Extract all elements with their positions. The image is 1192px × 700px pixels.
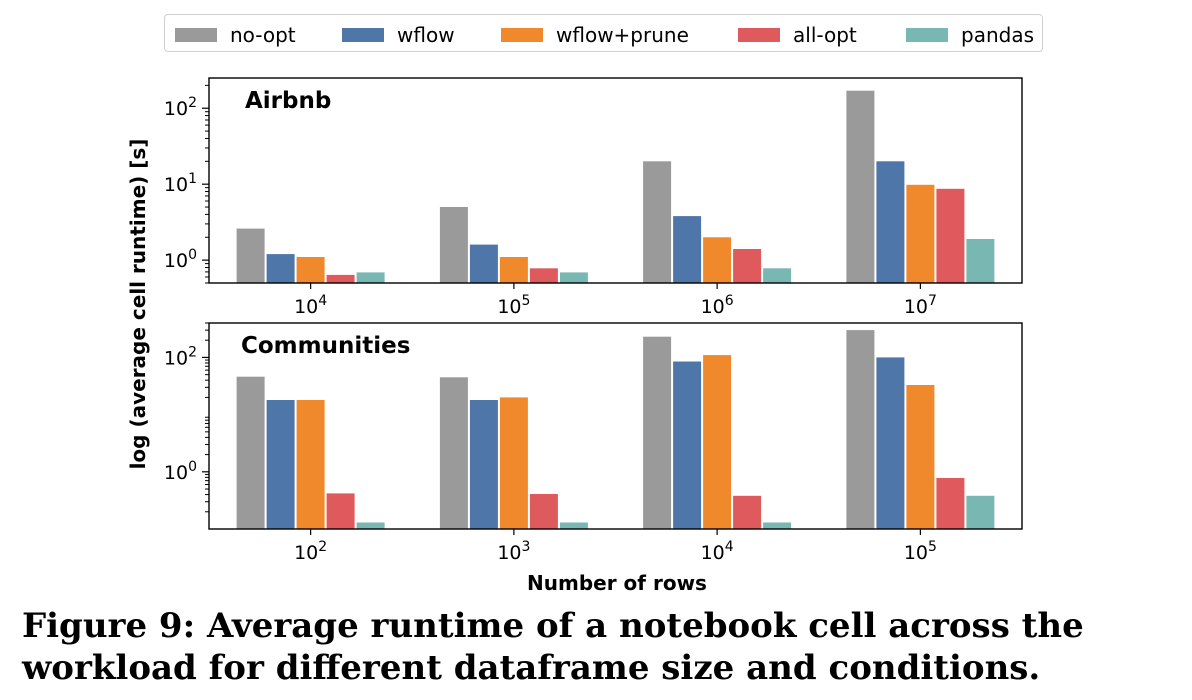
panel-title: Airbnb [245,88,331,114]
bar-wflow [876,357,905,529]
x-tick-label: 104 [294,293,327,318]
x-tick-label: 104 [701,539,734,564]
bar-pandas [763,522,792,529]
legend-swatch [738,28,780,42]
bar-wflow-prune [906,385,935,529]
panel-title: Communities [241,333,410,359]
bar-wflow [469,400,498,529]
panel-airbnb: 104 105 106 107 100 101 102 Airbnb [164,77,1023,318]
x-tick-label: 103 [497,539,530,564]
bar-wflow [876,161,905,283]
legend-label: pandas [961,23,1034,47]
legend-swatch [175,28,217,42]
bar-pandas [966,239,995,283]
bar-wflow-prune [703,237,732,283]
bar-all-opt [529,494,558,529]
panel-communities: 102 103 104 105 100 102 Communities [164,322,1023,564]
plot-frame [208,77,1023,284]
bar-no-opt [439,207,468,283]
bar-pandas [559,272,588,283]
x-tick-label: 102 [294,539,327,564]
legend-label: wflow [397,23,455,47]
bar-wflow-prune [296,400,325,529]
bar-pandas [763,268,792,283]
x-tick-label: 105 [497,293,530,318]
bar-pandas [356,272,385,283]
bar-no-opt [236,228,265,283]
figure-caption: Figure 9: Average runtime of a notebook … [22,606,1084,688]
y-tick-label: 102 [164,344,197,369]
bar-wflow-prune [499,397,528,529]
bar-all-opt [733,495,762,529]
bar-wflow [673,216,702,283]
bar-no-opt [846,90,875,283]
bar-all-opt [733,249,762,283]
bar-all-opt [326,493,355,529]
legend-label: wflow+prune [556,23,689,47]
legend: no-opt wflow wflow+prune all-opt pandas [164,14,1043,52]
x-tick-label: 107 [904,293,937,318]
legend-swatch [906,28,948,42]
bar-wflow [266,400,295,529]
y-tick-label: 100 [164,247,197,272]
y-tick-label: 101 [164,171,197,196]
legend-swatch [501,28,543,42]
bar-no-opt [439,377,468,529]
bar-wflow-prune [906,184,935,283]
legend-swatch [342,28,384,42]
bar-wflow [266,254,295,283]
bar-wflow-prune [296,257,325,283]
bar-pandas [966,495,995,529]
bar-pandas [559,522,588,529]
bar-no-opt [643,161,672,283]
bar-all-opt [936,478,965,529]
bar-no-opt [236,376,265,529]
plot-frame [208,322,1023,530]
bar-wflow-prune [703,355,732,529]
bar-all-opt [326,274,355,283]
x-axis-label: Number of rows [527,571,707,595]
chart-canvas: 104 105 106 107 100 101 102 Airbnb 102 103 104 105… [126,77,1023,595]
bar-all-opt [529,268,558,283]
bar-wflow [673,361,702,529]
x-tick-label: 106 [701,293,734,318]
y-tick-label: 100 [164,459,197,484]
y-axis-label: log (average cell runtime) [s] [126,139,150,470]
y-tick-label: 102 [164,95,197,120]
legend-label: no-opt [230,23,296,47]
bar-wflow [469,244,498,283]
bar-wflow-prune [499,257,528,283]
bar-all-opt [936,188,965,283]
bar-no-opt [643,336,672,529]
bar-pandas [356,522,385,529]
bar-no-opt [846,330,875,529]
x-tick-label: 105 [904,539,937,564]
legend-label: all-opt [793,23,857,47]
